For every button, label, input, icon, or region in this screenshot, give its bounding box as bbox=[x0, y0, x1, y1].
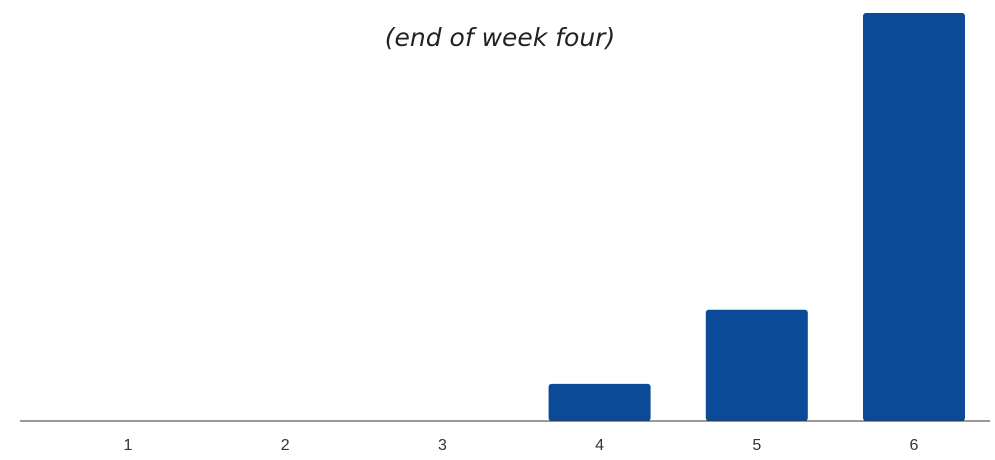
x-tick-label-4: 4 bbox=[595, 437, 604, 454]
x-tick-labels: 1 2 3 4 5 6 bbox=[124, 437, 919, 454]
bar-6 bbox=[863, 13, 965, 421]
bar-5 bbox=[705, 309, 808, 421]
x-tick-label-6: 6 bbox=[910, 437, 919, 454]
bars-layer bbox=[548, 13, 965, 421]
x-tick-label-1: 1 bbox=[124, 437, 133, 454]
x-tick-label-5: 5 bbox=[752, 437, 761, 454]
bar-4 bbox=[548, 383, 651, 421]
x-tick-label-3: 3 bbox=[438, 437, 447, 454]
x-tick-label-2: 2 bbox=[281, 437, 290, 454]
chart-subtitle: (end of week four) bbox=[385, 23, 615, 52]
